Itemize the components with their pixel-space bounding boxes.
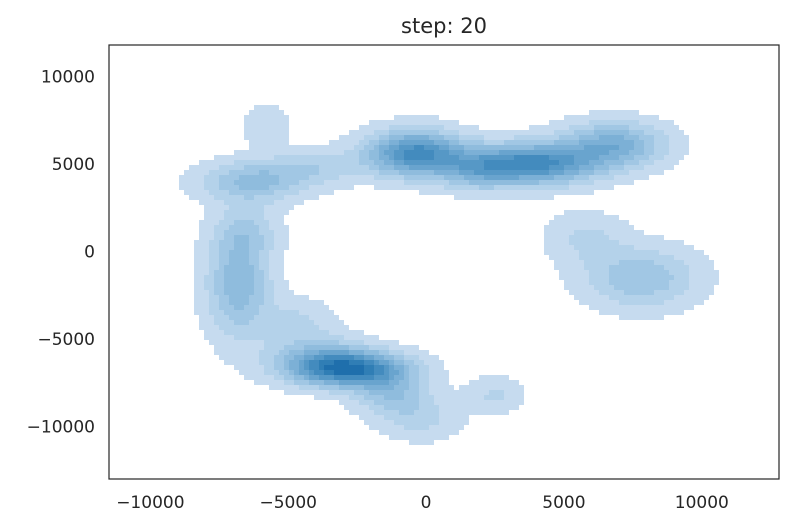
- x-tick-label: 10000: [675, 493, 729, 513]
- y-axis: 10000 5000 0 −5000 −10000: [27, 68, 95, 438]
- density-level-3: [214, 125, 674, 415]
- chart-title: step: 20: [401, 14, 487, 38]
- y-tick-label: 5000: [52, 155, 95, 175]
- y-tick-label: −5000: [37, 330, 95, 350]
- y-tick-label: 0: [84, 243, 95, 263]
- density-level-10: [324, 360, 364, 375]
- density-contours: [179, 105, 719, 445]
- x-tick-label: 5000: [542, 493, 585, 513]
- x-tick-label: −10000: [116, 493, 184, 513]
- x-tick-label: −5000: [259, 493, 317, 513]
- x-tick-label: 0: [421, 493, 432, 513]
- x-axis: −10000 −5000 0 5000 10000: [116, 493, 729, 513]
- y-tick-label: 10000: [41, 68, 95, 88]
- plot-frame: [108, 44, 780, 480]
- density-level-8: [309, 145, 559, 380]
- y-tick-label: −10000: [27, 418, 95, 438]
